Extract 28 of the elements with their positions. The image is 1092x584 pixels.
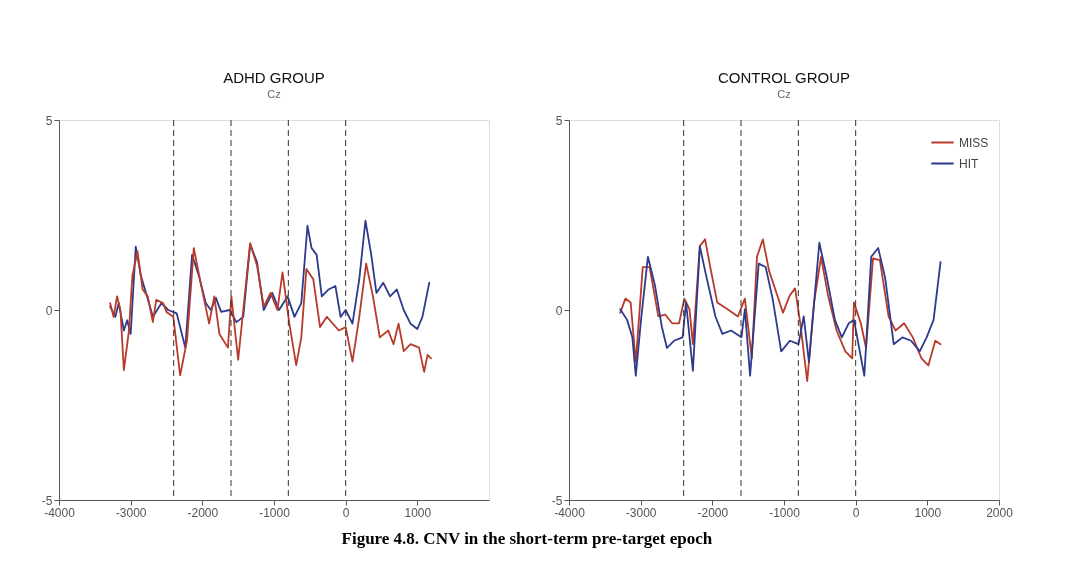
x-tick-label: -1000 [769, 505, 801, 520]
chart-subtitle: Cz [267, 88, 281, 100]
caption: Figure 4.8. CNV in the short-term pre-target epoch [341, 528, 713, 548]
x-tick-label: 1000 [914, 505, 942, 520]
chart-subtitle: Cz [777, 88, 791, 100]
x-tick-label: -3000 [625, 505, 657, 520]
y-tick-label: -5 [41, 493, 53, 508]
chart-title: CONTROL GROUP [718, 69, 850, 86]
y-tick-label: -5 [551, 493, 563, 508]
y-tick-label: 5 [45, 113, 53, 128]
line-series [109, 219, 431, 349]
legend-label: MISS [959, 135, 989, 150]
x-tick-label: -2000 [697, 505, 729, 520]
x-tick-label: -4000 [44, 505, 76, 520]
x-tick-label: -3000 [115, 505, 147, 520]
y-tick-label: 5 [555, 113, 563, 128]
x-tick-label: -4000 [554, 505, 586, 520]
legend-label: HIT [959, 156, 979, 171]
x-tick-label: -1000 [259, 505, 291, 520]
y-tick-label: 0 [45, 303, 53, 318]
x-tick-label: 2000 [986, 505, 1014, 520]
x-tick-label: 0 [342, 505, 350, 520]
x-tick-label: 1000 [404, 505, 432, 520]
chart-title: ADHD GROUP [223, 69, 325, 86]
y-tick-label: 0 [555, 303, 563, 318]
line-series [109, 242, 432, 377]
x-tick-label: -2000 [187, 505, 219, 520]
x-tick-label: 0 [852, 505, 860, 520]
